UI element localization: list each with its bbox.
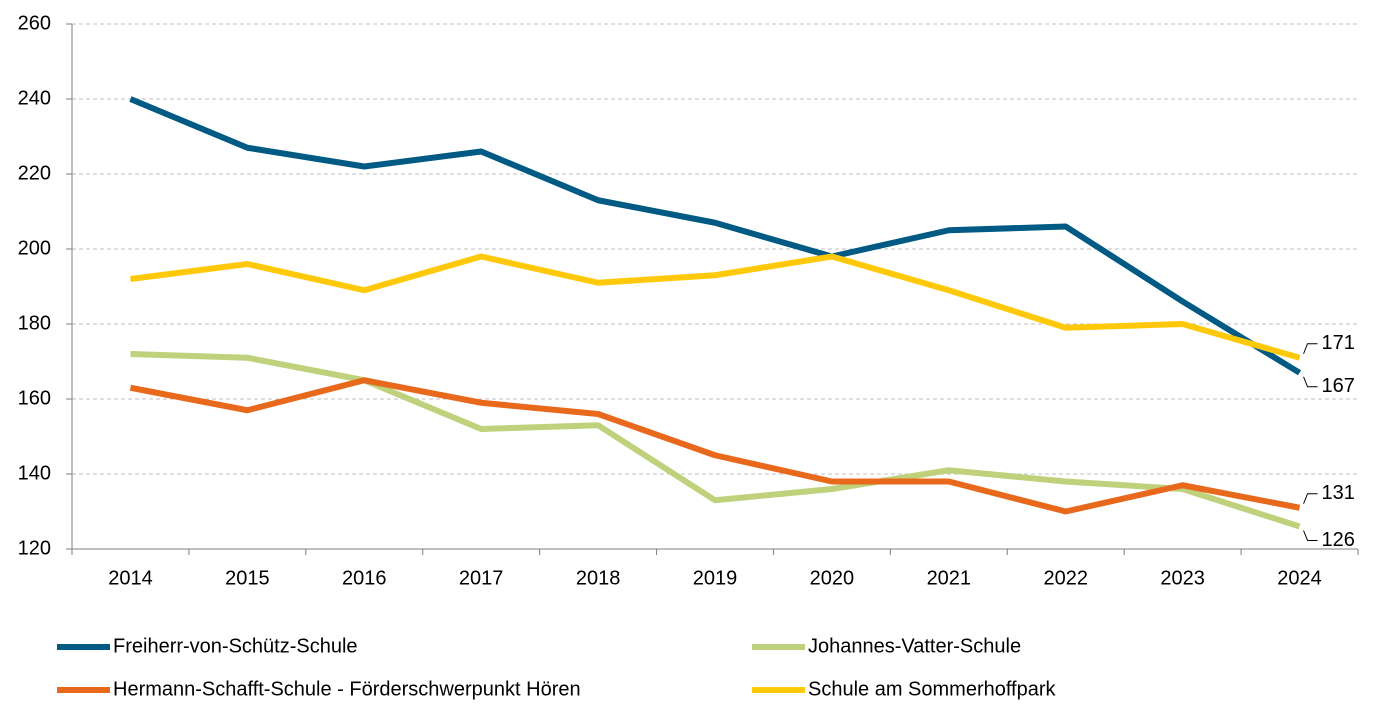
y-tick-label: 260 xyxy=(18,12,51,34)
leader-line xyxy=(1303,493,1318,504)
x-tick-label: 2019 xyxy=(693,567,738,589)
x-tick-label: 2024 xyxy=(1277,567,1322,589)
x-tick-label: 2015 xyxy=(225,567,270,589)
x-tick-label: 2022 xyxy=(1043,567,1088,589)
y-tick-label: 160 xyxy=(18,387,51,409)
leader-line xyxy=(1303,343,1318,354)
series-line xyxy=(130,253,1301,361)
data-label: 171 xyxy=(1322,332,1355,354)
series-line xyxy=(129,377,1301,515)
y-tick-label: 200 xyxy=(18,237,51,259)
leader-line xyxy=(1303,530,1318,541)
y-tick-label: 180 xyxy=(18,312,51,334)
legend-label: Schule am Sommerhoffpark xyxy=(808,678,1057,700)
x-tick-label: 2018 xyxy=(576,567,621,589)
x-tick-label: 2021 xyxy=(927,567,972,589)
x-tick-label: 2017 xyxy=(459,567,504,589)
x-tick-label: 2016 xyxy=(342,567,387,589)
x-tick-label: 2023 xyxy=(1160,567,1205,589)
series-line xyxy=(130,351,1301,530)
legend-label: Hermann-Schafft-Schule - Förderschwerpun… xyxy=(113,678,581,700)
y-tick-label: 220 xyxy=(18,162,51,184)
y-tick-label: 120 xyxy=(18,537,51,559)
legend-label: Johannes-Vatter-Schule xyxy=(808,635,1021,657)
y-tick-label: 240 xyxy=(18,87,51,109)
series-line xyxy=(129,96,1302,376)
data-label: 131 xyxy=(1322,482,1355,504)
data-label: 126 xyxy=(1322,529,1355,551)
x-tick-label: 2014 xyxy=(108,567,153,589)
x-tick-label: 2020 xyxy=(810,567,855,589)
leader-line xyxy=(1303,376,1318,388)
data-label: 167 xyxy=(1322,375,1355,397)
y-tick-label: 140 xyxy=(18,462,51,484)
legend-label: Freiherr-von-Schütz-Schule xyxy=(113,635,358,657)
